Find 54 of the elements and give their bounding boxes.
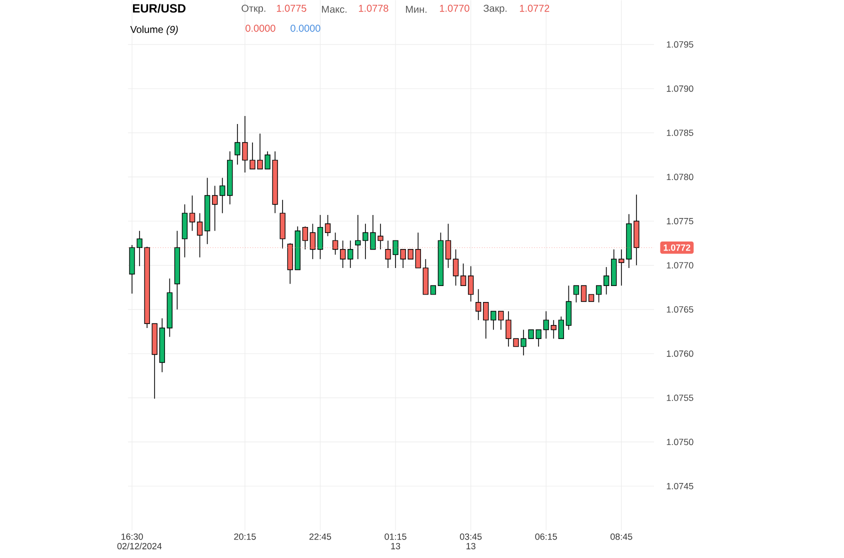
x-tick-label: 03:45 13 (460, 533, 482, 550)
candlestick (460, 262, 466, 286)
candlestick (604, 266, 610, 295)
candlestick (573, 285, 580, 303)
candlestick (550, 320, 556, 339)
y-tick-label: 1.0750 (666, 438, 694, 446)
candlestick (483, 302, 489, 339)
candlestick (490, 310, 496, 330)
y-tick-label: 1.0795 (666, 41, 694, 48)
candlestick (220, 177, 226, 214)
y-tick-label: 1.0755 (666, 394, 694, 401)
annotation: 1.0772 (520, 4, 550, 12)
y-tick-label: 1.0765 (666, 306, 694, 313)
y-tick-label: 1.0790 (666, 85, 694, 92)
annotation: Откр. (242, 4, 266, 14)
candlestick (543, 310, 549, 339)
x-tick-label: 22:45 (309, 533, 332, 540)
candlestick (476, 288, 482, 320)
y-tick-label: 1.0760 (666, 350, 694, 357)
candlestick (596, 285, 602, 303)
candlestick (189, 194, 196, 232)
candlestick (468, 266, 474, 302)
y-tick-label: 1.0770 (666, 262, 694, 268)
candlestick (566, 285, 572, 330)
x-tick-label: 08:45 (610, 533, 632, 540)
y-tick-label: 1.0775 (666, 218, 694, 224)
x-tick-label: 06:15 (535, 533, 557, 540)
y-tick-label: 1.0745 (666, 482, 694, 490)
candlestick (324, 214, 331, 236)
ref-line-label: 1.0772 (664, 244, 690, 251)
candlestick (348, 240, 354, 268)
annotation: Закр. (484, 4, 507, 14)
y-tick-label: 1.0780 (666, 174, 694, 180)
chart-title: EUR/USD (132, 4, 186, 13)
y-tick-label: 1.0785 (666, 129, 694, 136)
annotation: 0.0000 (290, 24, 320, 32)
candlestick (196, 212, 203, 258)
candlestick (452, 248, 459, 286)
x-tick-label: 20:15 (234, 533, 256, 540)
annotation: 1.0770 (440, 4, 470, 12)
candlestick (212, 185, 218, 232)
annotation: Volume (9) (130, 26, 178, 35)
x-tick-label: 01:15 13 (384, 533, 406, 550)
candlestick (317, 214, 324, 260)
candlestick (580, 285, 587, 302)
candlestick (362, 223, 368, 260)
annotation: Макс. (322, 6, 346, 13)
annotation: Мин. (406, 6, 426, 13)
annotation: 1.0775 (276, 4, 306, 12)
candlestick (558, 316, 564, 339)
candlestick (355, 214, 361, 260)
annotation: 0.0000 (246, 24, 276, 32)
x-tick-label: 16:30 02/12/2024 (117, 533, 162, 550)
annotation: 1.0778 (358, 4, 388, 12)
